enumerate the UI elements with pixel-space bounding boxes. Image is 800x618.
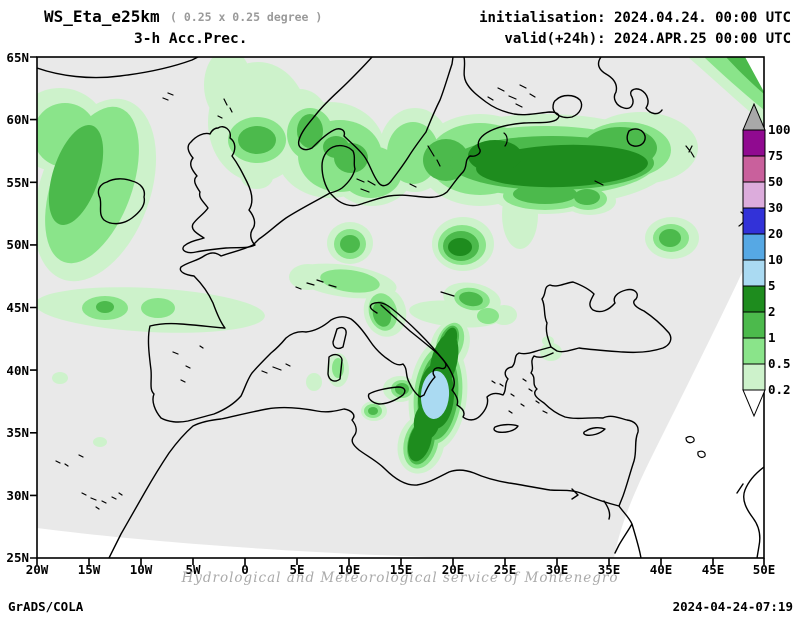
y-tick-label: 55N <box>6 175 29 190</box>
coast-black-sea <box>541 281 672 354</box>
x-tick-label: 50E <box>753 562 776 577</box>
colorbar-band-2-5 <box>742 285 766 313</box>
coast-great-britain <box>182 126 256 254</box>
island-corsica <box>332 326 347 350</box>
render-timestamp: 2024-04-24-07:19 <box>673 599 793 614</box>
colorbar-band-20-30 <box>742 207 766 235</box>
lake-onega <box>626 128 646 147</box>
coastlines <box>37 57 764 558</box>
colorbar-label: 0.2 <box>768 382 791 397</box>
x-tick-label: 20W <box>26 562 49 577</box>
y-tick-label: 65N <box>6 50 29 65</box>
x-tick-label: 45E <box>702 562 725 577</box>
y-tick-label: 45N <box>6 300 29 315</box>
white-sea <box>597 57 663 115</box>
x-tick-label: 15E <box>390 562 413 577</box>
y-tick-label: 35N <box>6 425 29 440</box>
coast-atlantic-facade <box>147 192 447 423</box>
product-label: 3-h Acc.Prec. <box>134 31 248 47</box>
colorbar-band-10-20 <box>742 233 766 261</box>
x-tick-label: 15W <box>78 562 101 577</box>
coast-bothnia-baltic <box>329 57 560 207</box>
colorbar-bottom-arrow <box>742 389 766 418</box>
page-title: WS_Eta_e25km <box>44 7 160 26</box>
island-crete <box>493 423 519 433</box>
coast-norway-sweden <box>297 57 454 187</box>
colorbar-label: 20 <box>768 226 783 241</box>
y-tick-label: 50N <box>6 237 29 252</box>
coast-caspian <box>736 466 764 558</box>
axis-ticks <box>30 56 765 565</box>
grads-credit: GrADS/COLA <box>8 599 84 614</box>
colorbar-band-0.5-1 <box>742 337 766 365</box>
island-sardinia <box>327 353 343 382</box>
precipitation-layers <box>37 57 764 474</box>
colorbar-label: 30 <box>768 200 783 215</box>
colorbar-label: 1 <box>768 330 776 345</box>
colorbar-band-30-50 <box>742 181 766 209</box>
colorbar-label: 50 <box>768 174 783 189</box>
island-cyprus <box>583 426 606 436</box>
y-tick-label: 60N <box>6 112 29 127</box>
x-tick-label: 5W <box>185 562 201 577</box>
initialisation-label: initialisation: 2024.04.24. 00:00 UTC <box>479 10 791 26</box>
x-tick-label: 0 <box>241 562 249 577</box>
y-tick-label: 25N <box>6 550 29 565</box>
x-tick-label: 30E <box>546 562 569 577</box>
colorbar-label: 0.5 <box>768 356 791 371</box>
colorbar-band-0.2-0.5 <box>742 363 766 391</box>
coast-sinai-red-sea <box>571 488 642 558</box>
small-islands <box>55 92 548 510</box>
y-tick-label: 30N <box>6 488 29 503</box>
colorbar-band-75-100 <box>742 129 766 157</box>
x-axis-labels: 20W 15W 10W 5W 0 5E 10E 15E 20E 25E 30E … <box>26 562 776 577</box>
lake-van-urmia <box>685 435 706 458</box>
colorbar-band-5-10 <box>742 259 766 287</box>
coast-turkey-levant-africa <box>108 352 639 558</box>
x-tick-label: 20E <box>442 562 465 577</box>
y-axis-labels: 65N 60N 55N 50N 45N 40N 35N 30N 25N <box>6 50 29 565</box>
island-sicily <box>367 386 406 405</box>
coast-iceland <box>37 57 199 79</box>
header: WS_Eta_e25km ( 0.25 x 0.25 degree ) 3-h … <box>44 7 791 47</box>
danish-islands <box>356 145 441 193</box>
x-tick-label: 10E <box>338 562 361 577</box>
y-tick-label: 40N <box>6 363 29 378</box>
coast-denmark <box>321 144 356 194</box>
lake-ladoga <box>552 94 583 119</box>
x-tick-label: 25E <box>494 562 517 577</box>
colorbar-band-1-2 <box>742 311 766 339</box>
colorbar-label: 10 <box>768 252 783 267</box>
finland-lakes <box>487 84 695 186</box>
precip-level-5mm <box>420 371 450 419</box>
x-tick-label: 35E <box>598 562 621 577</box>
colorbar-label: 2 <box>768 304 776 319</box>
colorbar-band-50-75 <box>742 155 766 183</box>
colorbar-label: 100 <box>768 122 791 137</box>
x-tick-label: 5E <box>289 562 304 577</box>
service-watermark: Hydrological and Meteorological service … <box>180 570 618 586</box>
colorbar-label: 75 <box>768 148 783 163</box>
colorbar-labels: 100 75 50 30 20 10 5 2 1 0.5 0.2 <box>768 122 791 397</box>
valid-time-label: valid(+24h): 2024.APR.25 00:00 UTC <box>504 31 791 47</box>
x-tick-label: 40E <box>650 562 673 577</box>
coast-adriatic-greece <box>380 304 552 421</box>
footer: Hydrological and Meteorological service … <box>8 570 793 614</box>
x-tick-label: 10W <box>130 562 153 577</box>
grid-resolution-label: ( 0.25 x 0.25 degree ) <box>170 10 322 24</box>
colorbar: 100 75 50 30 20 10 5 2 1 0.5 0.2 <box>742 102 791 418</box>
coast-ireland <box>97 178 146 225</box>
colorbar-label: 5 <box>768 278 776 293</box>
